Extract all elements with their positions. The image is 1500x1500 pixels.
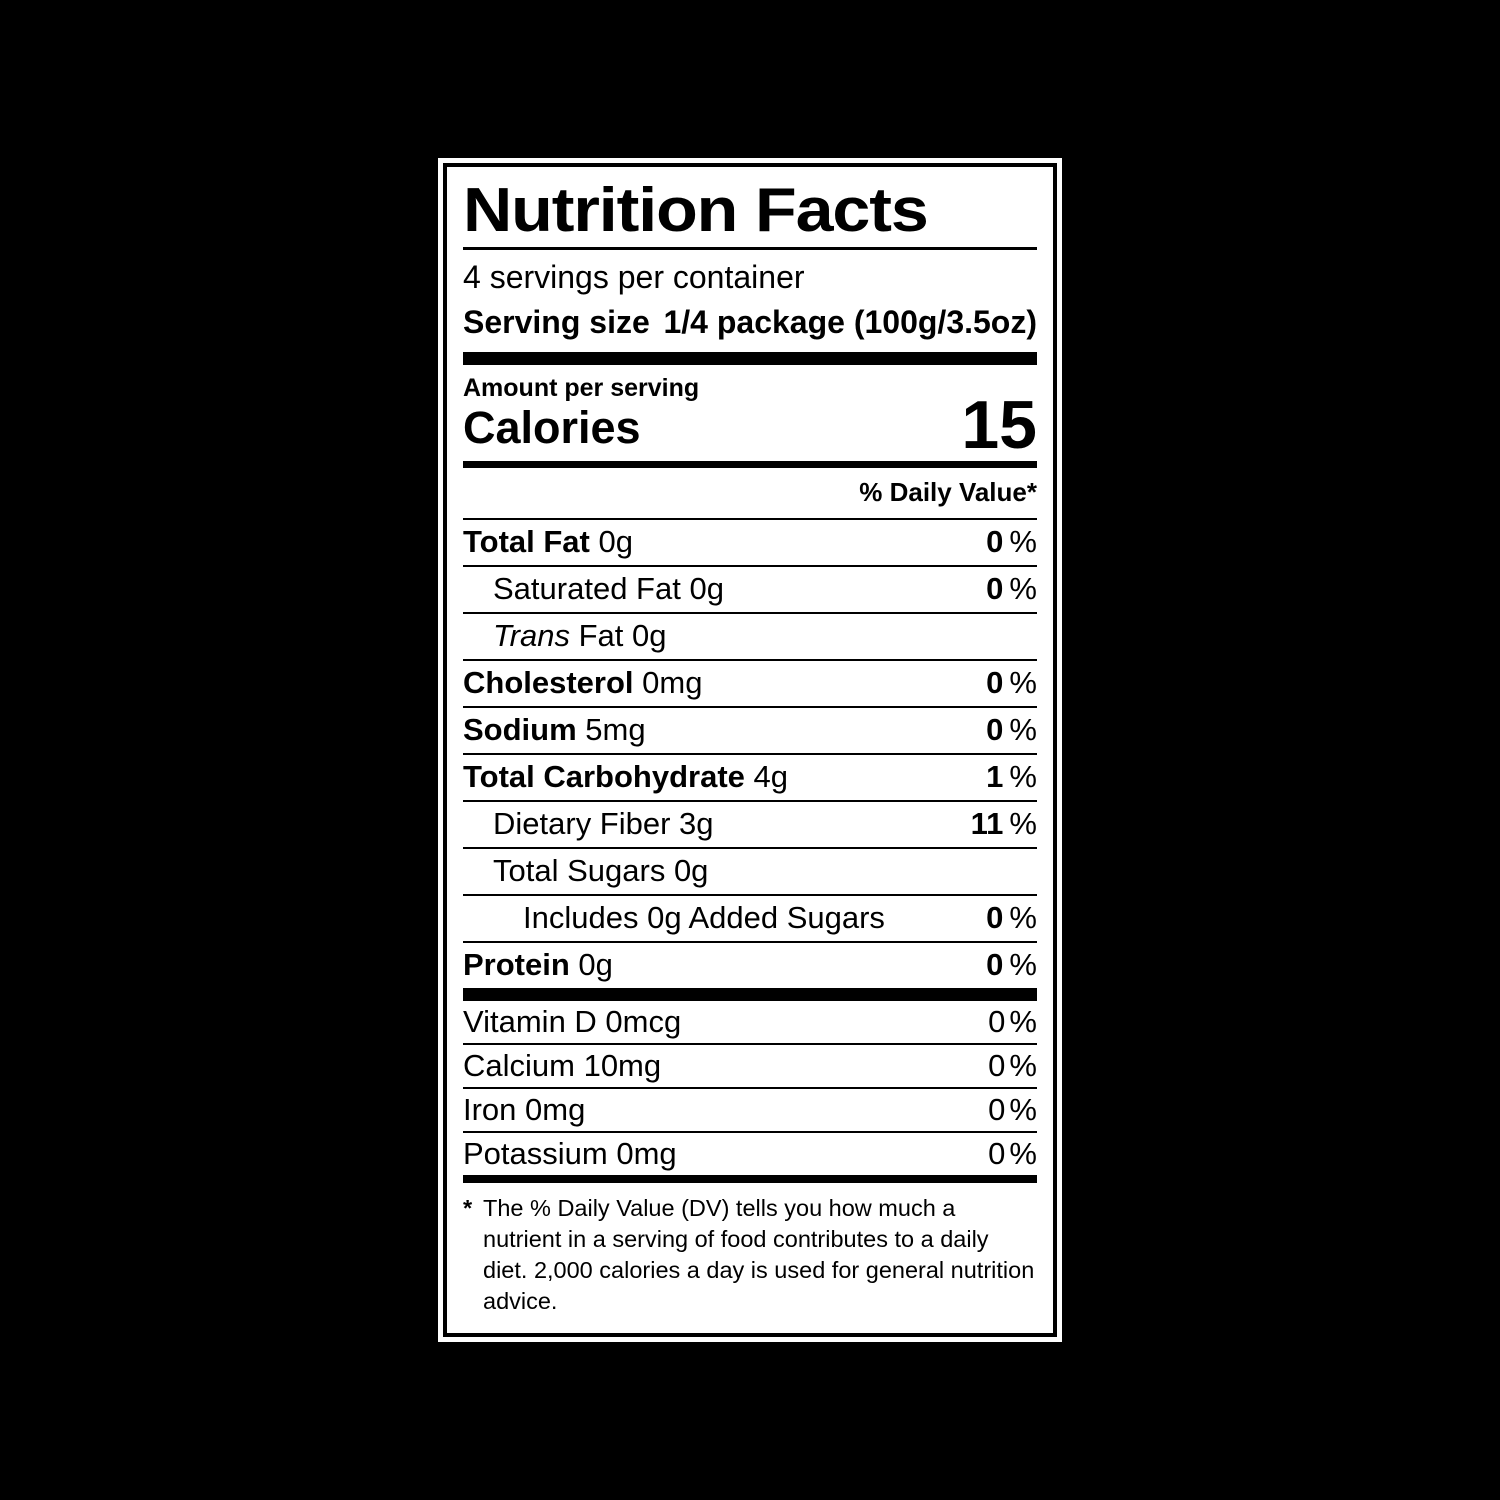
nutrition-label-inner: Nutrition Facts 4 servings per container…: [443, 163, 1057, 1337]
nutrient-daily-value: 11%: [970, 806, 1037, 841]
nutrient-row: Includes 0g Added Sugars 0%: [463, 894, 1037, 941]
vitamin-name: Potassium 0mg: [463, 1136, 677, 1171]
nutrient-name: Includes 0g Added Sugars: [523, 900, 885, 935]
nutrient-row: Saturated Fat 0g 0%: [463, 565, 1037, 612]
nutrition-label-card: Nutrition Facts 4 servings per container…: [438, 158, 1062, 1342]
vitamin-daily-value: 0%: [988, 1004, 1037, 1039]
serving-size-label: Serving size: [463, 304, 650, 340]
vitamin-rows: Vitamin D 0mcg 0% Calcium 10mg 0% Iron 0mg 0%…: [463, 1001, 1037, 1175]
nutrient-name: Total Sugars 0g: [493, 853, 709, 888]
nutrient-name: Total Carbohydrate 4g: [463, 759, 789, 794]
serving-size-value: 1/4 package (100g/3.5oz): [663, 304, 1037, 340]
nutrient-name: Dietary Fiber 3g: [493, 806, 714, 841]
vitamin-row: Potassium 0mg 0%: [463, 1131, 1037, 1175]
nutrient-name: Total Fat 0g: [463, 524, 633, 559]
title-divider: [463, 247, 1037, 250]
vitamin-name: Vitamin D 0mcg: [463, 1004, 682, 1039]
nutrient-daily-value: 0%: [986, 524, 1037, 559]
calories-left: Amount per serving Calories: [463, 373, 699, 453]
servings-per-container: 4 servings per container: [463, 259, 805, 295]
bottom-divider: [463, 1175, 1037, 1183]
thick-divider-top: [463, 352, 1037, 365]
vitamin-daily-value: 0%: [988, 1092, 1037, 1127]
vitamin-row: Iron 0mg 0%: [463, 1087, 1037, 1131]
calories-label: Calories: [463, 402, 641, 453]
nutrient-row: Total Carbohydrate 4g 1%: [463, 753, 1037, 800]
vitamin-name: Iron 0mg: [463, 1092, 586, 1127]
amount-per-serving-label: Amount per serving: [463, 374, 700, 402]
nutrient-daily-value: 0%: [986, 947, 1037, 982]
nutrient-row: Total Fat 0g 0%: [463, 518, 1037, 565]
nutrient-name: Trans Fat 0g: [493, 618, 667, 653]
nutrient-row: Trans Fat 0g: [463, 612, 1037, 659]
nutrient-daily-value: 0%: [986, 712, 1037, 747]
vitamin-daily-value: 0%: [988, 1048, 1037, 1083]
nutrient-row: Cholesterol 0mg 0%: [463, 659, 1037, 706]
nutrient-row: Total Sugars 0g: [463, 847, 1037, 894]
vitamin-daily-value: 0%: [988, 1136, 1037, 1171]
vitamin-name: Calcium 10mg: [463, 1048, 662, 1083]
vitamin-row: Calcium 10mg 0%: [463, 1043, 1037, 1087]
nutrient-row: Protein 0g 0%: [463, 941, 1037, 988]
serving-size-row: Serving size 1/4 package (100g/3.5oz): [463, 300, 1037, 344]
thick-divider-vitamins: [463, 988, 1037, 1001]
calories-section: Amount per serving Calories 15: [463, 365, 1037, 463]
nutrient-rows: Total Fat 0g 0% Saturated Fat 0g 0% Trans Fa…: [463, 518, 1037, 988]
nutrition-facts-title: Nutrition Facts: [463, 176, 929, 245]
medium-divider: [463, 461, 1037, 468]
vitamin-row: Vitamin D 0mcg 0%: [463, 1001, 1037, 1043]
footnote-text: The % Daily Value (DV) tells you how muc…: [483, 1195, 1035, 1314]
footnote: * The % Daily Value (DV) tells you how m…: [463, 1183, 1037, 1317]
nutrient-row: Sodium 5mg 0%: [463, 706, 1037, 753]
daily-value-header: % Daily Value*: [859, 477, 1037, 507]
nutrient-row: Dietary Fiber 3g 11%: [463, 800, 1037, 847]
nutrient-daily-value: 0%: [986, 665, 1037, 700]
calories-value: 15: [961, 387, 1037, 463]
nutrient-daily-value: 0%: [986, 900, 1037, 935]
nutrient-daily-value: 0%: [986, 571, 1037, 606]
nutrient-name: Sodium 5mg: [463, 712, 646, 747]
nutrient-name: Cholesterol 0mg: [463, 665, 703, 700]
nutrient-name: Saturated Fat 0g: [493, 571, 724, 606]
nutrient-name: Protein 0g: [463, 947, 613, 982]
nutrient-daily-value: 1%: [986, 759, 1037, 794]
footnote-asterisk: *: [463, 1195, 473, 1221]
